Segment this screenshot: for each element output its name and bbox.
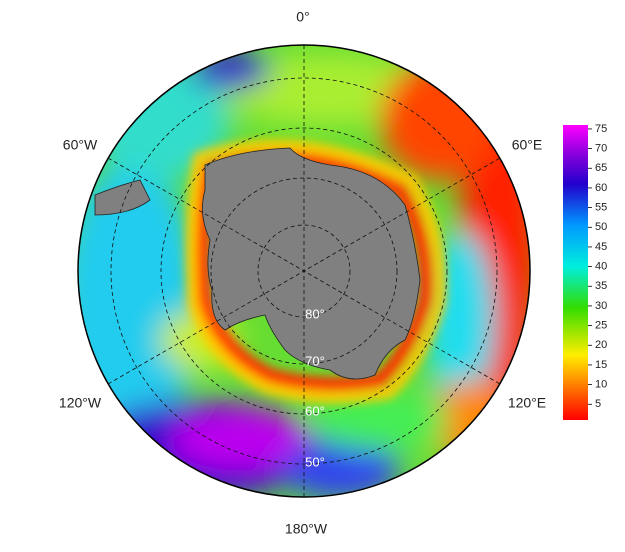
colorbar-tick-label: 20 (595, 339, 607, 351)
lon-label: 0° (296, 9, 309, 25)
lat-label: 80° (305, 306, 325, 321)
colorbar-tick-label: 5 (595, 398, 601, 410)
lon-label: 180°W (285, 521, 328, 537)
graticule (107, 45, 501, 497)
colorbar-tick-label: 70 (595, 143, 607, 155)
colorbar-tick-label: 10 (595, 379, 607, 391)
south-america (94, 179, 151, 216)
lon-label: 120°W (59, 395, 102, 411)
colorbar-tick-label: 50 (595, 221, 607, 233)
colorbar-tick-label: 75 (595, 123, 607, 135)
antarctica (202, 147, 421, 380)
colorbar (563, 125, 588, 420)
data-field (78, 45, 530, 497)
colorbar-tick-label: 30 (595, 300, 607, 312)
lat-label: 70° (305, 353, 325, 368)
colorbar-tick-label: 35 (595, 280, 607, 292)
map-border (77, 44, 531, 498)
colorbar-tick-label: 45 (595, 241, 607, 253)
lon-label: 60°W (63, 137, 98, 153)
lon-label: 60°E (512, 137, 543, 153)
lat-label: 60° (305, 403, 325, 418)
lon-label: 120°E (508, 395, 546, 411)
colorbar-tick-label: 60 (595, 182, 607, 194)
colorbar-tick-label: 65 (595, 162, 607, 174)
colorbar-tick-label: 55 (595, 202, 607, 214)
colorbar-tick-label: 15 (595, 359, 607, 371)
colorbar-ticks: 5 10 15 20 25 30 35 40 45 50 55 60 65 70 75 (588, 123, 607, 410)
colorbar-tick-label: 40 (595, 261, 607, 273)
colorbar-tick-label: 25 (595, 320, 607, 332)
lat-label: 50° (305, 454, 325, 469)
